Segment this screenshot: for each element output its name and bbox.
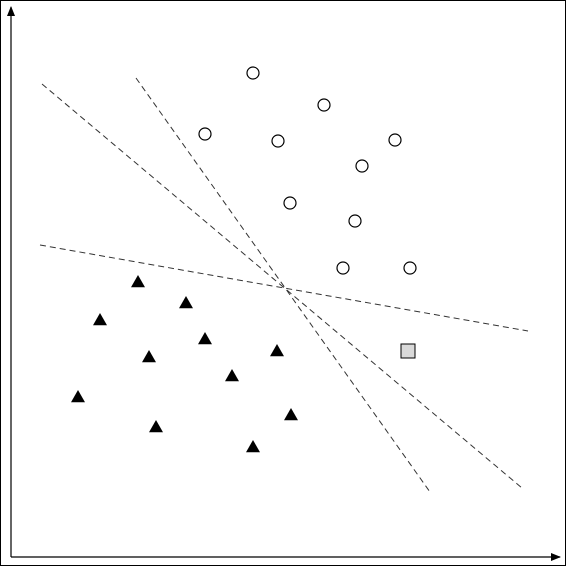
triangle-point-3 (93, 313, 107, 326)
triangle-point-4 (198, 332, 212, 345)
circle-point-9 (336, 261, 350, 275)
circle-point-6 (355, 159, 369, 173)
circle-point-4 (271, 134, 285, 148)
triangle-class-points (71, 275, 298, 453)
triangle-point-9 (149, 420, 163, 433)
triangle-point-1 (131, 275, 145, 288)
triangle-point-11 (246, 440, 260, 453)
circle-point-5 (388, 133, 402, 147)
separating-lines (39, 77, 529, 493)
query-point-layer (400, 343, 416, 359)
circle-point-2 (317, 98, 331, 112)
triangle-point-7 (225, 369, 239, 382)
circle-point-7 (283, 196, 297, 210)
separating-line-3 (39, 244, 529, 332)
triangle-point-8 (71, 390, 85, 403)
separating-line-2 (135, 77, 431, 493)
circle-point-10 (403, 261, 417, 275)
separating-line-1 (41, 83, 523, 489)
triangle-point-5 (142, 350, 156, 363)
triangle-point-10 (284, 408, 298, 421)
circle-point-1 (246, 66, 260, 80)
circle-point-8 (348, 214, 362, 228)
circle-class-points (198, 66, 417, 275)
triangle-point-2 (179, 296, 193, 309)
circle-point-3 (198, 127, 212, 141)
query-square-point (400, 343, 416, 359)
triangle-point-6 (270, 344, 284, 357)
